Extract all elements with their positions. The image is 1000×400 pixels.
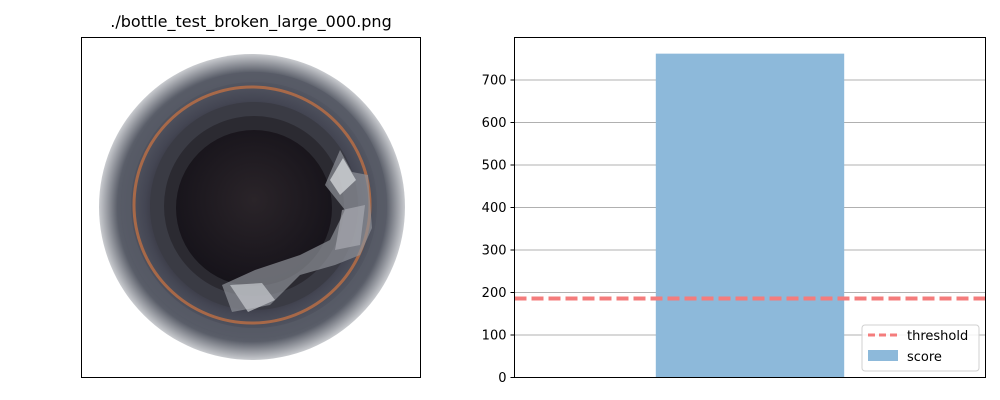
image-panel xyxy=(81,37,421,378)
bars xyxy=(655,53,845,378)
y-tick-label: 300 xyxy=(482,244,507,259)
y-tick-label: 700 xyxy=(482,74,507,89)
legend: threshold score xyxy=(861,324,980,372)
y-tick-label: 200 xyxy=(482,286,507,301)
legend-score-label: score xyxy=(907,350,942,365)
legend-threshold-label: threshold xyxy=(907,329,968,344)
bar-score xyxy=(655,53,845,378)
y-tick-label: 400 xyxy=(482,201,507,216)
bottle-photo xyxy=(99,54,405,360)
y-tick-label: 500 xyxy=(482,159,507,174)
score-chart: 0 100 200 300 400 500 600 700 threshold score xyxy=(482,37,986,386)
y-tick-label: 600 xyxy=(482,116,507,131)
y-tick-label: 100 xyxy=(482,329,507,344)
legend-score-swatch xyxy=(868,350,898,361)
y-tick-label: 0 xyxy=(498,371,506,386)
y-axis: 0 100 200 300 400 500 600 700 xyxy=(482,74,515,386)
image-panel-title: ./bottle_test_broken_large_000.png xyxy=(110,12,392,31)
